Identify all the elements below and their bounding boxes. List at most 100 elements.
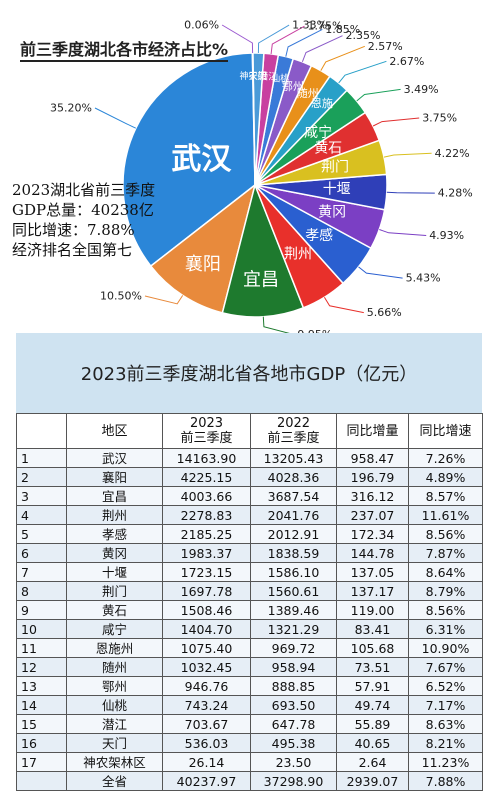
table-cell: 7 [16,562,67,582]
leader-line-4 [358,266,403,279]
table-cell: 969.72 [250,638,337,658]
leader-line-10 [338,60,387,84]
table-cell: 172.34 [336,524,409,544]
table-cell: 2012.91 [250,524,337,544]
table-cell: 144.78 [336,543,409,563]
leader-line-15 [257,24,290,54]
table-cell: 743.24 [162,695,251,715]
table-cell: 12 [16,657,67,677]
table-cell: 196.79 [336,467,409,487]
pie-slice-label-4: 孝感 [305,227,333,244]
table-cell: 119.00 [336,600,409,620]
table-header-2: 2023 前三季度 [162,413,251,449]
table-cell: 6.52% [408,676,483,696]
pie-value-label-16: 0.06% [184,19,219,32]
table-cell: 40237.97 [162,771,251,791]
table-cell: 10 [16,619,67,639]
pie-value-label-6: 4.28% [438,187,473,200]
table-cell: 3687.54 [250,486,337,506]
pie-slice-label-8: 黄石 [314,139,342,156]
pie-value-label-15: 1.33% [292,19,327,32]
pie-value-label-4: 5.43% [406,272,441,285]
table-cell: 潜江 [66,714,163,734]
table-cell: 17 [16,752,67,772]
table-row: 10 咸宁 1404.70 1321.29 83.41 6.31% [16,619,483,639]
leader-line-3 [323,297,364,314]
table-cell: 14163.90 [162,448,251,468]
table-cell: 2278.83 [162,505,251,525]
table-cell: 2185.25 [162,524,251,544]
pie-value-label-13: 1.85% [325,23,360,36]
leader-line-14 [270,25,305,55]
table-cell: 49.74 [336,695,409,715]
table-cell: 946.76 [162,676,251,696]
table-cell: 1586.10 [250,562,337,582]
table-header-3: 2022 前三季度 [250,413,337,449]
table-header-1: 地区 [66,413,163,449]
table-row: 17 神农架林区 26.14 23.50 2.64 11.23% [16,752,483,772]
table-cell: 11.61% [408,505,483,525]
table-row: 3 宜昌 4003.66 3687.54 316.12 8.57% [16,486,483,506]
pie-chart-area: 武汉 襄阳 宜昌 荆州 孝感 黄冈 十堰 荆门 黄石 咸宁 恩施 随州 鄂州 仙桃 潜江 天门 神农架 35.20… [0,0,500,342]
table-cell: 37298.90 [250,771,337,791]
pie-slice-label-15: 天门 [249,70,267,82]
table-cell: 恩施州 [66,638,163,658]
table-cell [16,771,67,791]
table-cell: 1404.70 [162,619,251,639]
table-row: 7 十堰 1723.15 1586.10 137.05 8.64% [16,562,483,582]
table-cell: 237.07 [336,505,409,525]
table-cell: 咸宁 [66,619,163,639]
table-cell: 7.17% [408,695,483,715]
pie-slice-label-11: 随州 [297,86,319,100]
leader-line-12 [301,35,343,62]
pie-slice-label-2: 宜昌 [243,269,279,290]
leader-line-6 [386,191,435,194]
leader-line-16 [221,24,254,54]
pie-value-label-12: 2.35% [346,29,381,42]
pie-slice-label-10: 恩施 [311,97,333,110]
pie-slice-16 [251,52,256,186]
pie-slice-label-9: 咸宁 [304,124,332,141]
table-cell: 8 [16,581,67,601]
table-cell: 11.23% [408,752,483,772]
table-cell: 4003.66 [162,486,251,506]
table-row: 8 荆门 1697.78 1560.61 137.17 8.79% [16,581,483,601]
table-cell: 1508.46 [162,600,251,620]
table-row: 13 鄂州 946.76 888.85 57.91 6.52% [16,676,483,696]
leader-line-8 [372,117,420,127]
table-row: 14 仙桃 743.24 693.50 49.74 7.17% [16,695,483,715]
table-cell: 4028.36 [250,467,337,487]
table-cell: 黄冈 [66,543,163,563]
table-cell: 15 [16,714,67,734]
table-cell: 7.87% [408,543,483,563]
pie-value-label-5: 4.93% [429,229,464,242]
leader-line-11 [320,45,365,71]
pie-value-label-7: 4.22% [435,147,470,160]
table-cell: 天门 [66,733,163,753]
table-cell: 1 [16,448,67,468]
summary-line-1: 2023湖北省前三季度 [12,181,156,199]
table-cell: 9 [16,600,67,620]
table-row: 5 孝感 2185.25 2012.91 172.34 8.56% [16,524,483,544]
gdp-table: 地区 2023 前三季度 2022 前三季度 同比增量 同比增速 1 武汉 14163.90 13… [16,413,483,791]
table-cell: 仙桃 [66,695,163,715]
table-cell: 23.50 [250,752,337,772]
table-cell: 6 [16,543,67,563]
leader-line-9 [356,88,401,102]
summary-line-2: GDP总量：40238亿 [12,201,154,219]
pie-value-label-0: 35.20% [50,102,92,115]
pie-value-label-9: 3.49% [404,83,439,96]
table-cell: 105.68 [336,638,409,658]
table-cell: 荆州 [66,505,163,525]
gdp-summary: 2023湖北省前三季度 GDP总量：40238亿 同比增速：7.88% 经济排名… [12,180,202,260]
table-cell: 3 [16,486,67,506]
leader-line-7 [383,152,432,158]
pie-slice-label-12: 鄂州 [282,80,304,93]
chart-title: 前三季度湖北各市经济占比% [20,40,229,62]
table-cell: 7.67% [408,657,483,677]
pie-value-label-10: 2.67% [389,55,424,68]
table-cell: 137.05 [336,562,409,582]
pie-value-label-3: 5.66% [367,306,402,319]
pie-value-label-1: 10.50% [100,290,142,303]
